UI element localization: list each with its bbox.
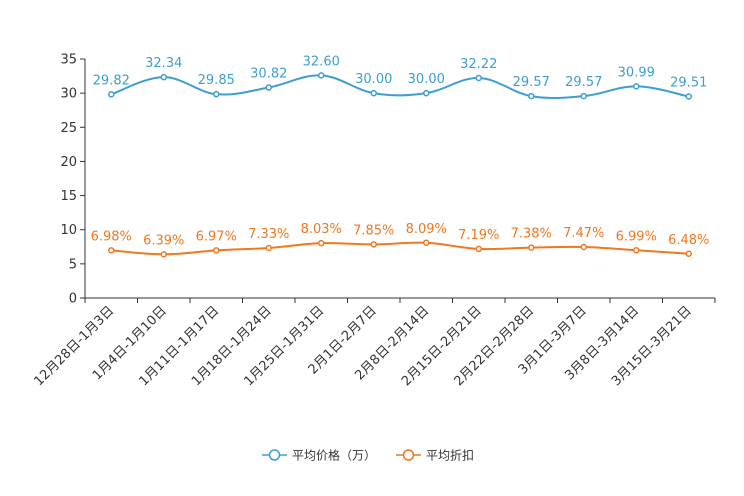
series-avg-discount: 6.98% 6.39% 6.97% 7.33% 8.03% 7.85% 8.09% 7.19%… bbox=[91, 222, 709, 258]
data-label: 6.39% bbox=[143, 233, 184, 248]
series-line bbox=[111, 241, 689, 256]
data-label: 29.82 bbox=[93, 73, 130, 88]
axes: 0510152025303512月28日-1月3日1月4日-1月10日1月11日… bbox=[32, 53, 716, 389]
data-point[interactable] bbox=[108, 247, 115, 254]
data-point[interactable] bbox=[685, 93, 692, 100]
data-label: 8.09% bbox=[406, 222, 447, 237]
legend-label: 平均价格（万） bbox=[292, 448, 376, 463]
data-label: 7.47% bbox=[563, 226, 604, 241]
data-label: 29.85 bbox=[198, 73, 235, 88]
data-point[interactable] bbox=[685, 250, 692, 258]
data-label: 29.57 bbox=[513, 75, 550, 90]
data-point[interactable] bbox=[528, 92, 535, 100]
data-label: 30.99 bbox=[618, 65, 655, 80]
y-tick-label: 30 bbox=[60, 87, 77, 102]
data-label: 30.82 bbox=[250, 67, 287, 82]
data-point[interactable] bbox=[370, 89, 377, 97]
series-avg-price: 29.82 32.34 29.85 30.82 32.60 30.00 30.00 32.22… bbox=[93, 54, 707, 100]
data-point[interactable] bbox=[475, 245, 482, 253]
data-point[interactable] bbox=[213, 90, 220, 98]
data-label: 6.99% bbox=[616, 229, 657, 244]
data-label: 30.00 bbox=[355, 72, 392, 87]
data-point[interactable] bbox=[423, 239, 430, 247]
data-label: 7.19% bbox=[458, 228, 499, 243]
data-point[interactable] bbox=[265, 244, 272, 252]
data-label: 32.60 bbox=[303, 54, 340, 69]
data-label: 32.34 bbox=[145, 56, 182, 71]
y-tick-label: 20 bbox=[60, 155, 77, 170]
y-tick-label: 5 bbox=[69, 257, 77, 272]
legend[interactable]: 平均价格（万） 平均折扣 bbox=[262, 448, 474, 463]
data-point[interactable] bbox=[318, 72, 325, 79]
data-point[interactable] bbox=[475, 74, 482, 82]
y-tick-label: 15 bbox=[60, 189, 77, 204]
data-label: 7.38% bbox=[511, 227, 552, 242]
data-point[interactable] bbox=[633, 247, 640, 254]
data-label: 32.22 bbox=[460, 57, 497, 72]
data-label: 8.03% bbox=[301, 222, 342, 237]
y-tick-label: 35 bbox=[60, 53, 77, 68]
data-label: 30.00 bbox=[408, 72, 445, 87]
legend-marker-icon bbox=[402, 449, 415, 461]
data-point[interactable] bbox=[213, 247, 220, 254]
data-point[interactable] bbox=[160, 73, 167, 81]
data-point[interactable] bbox=[528, 244, 535, 251]
data-point[interactable] bbox=[108, 91, 115, 98]
y-tick-label: 25 bbox=[60, 121, 77, 136]
data-point[interactable] bbox=[423, 89, 430, 97]
data-label: 6.97% bbox=[196, 229, 237, 244]
data-point[interactable] bbox=[633, 83, 640, 90]
data-label: 7.33% bbox=[248, 227, 289, 242]
y-tick-label: 10 bbox=[60, 223, 77, 238]
data-label: 6.48% bbox=[668, 233, 709, 248]
data-point[interactable] bbox=[580, 92, 587, 100]
data-point[interactable] bbox=[265, 84, 272, 91]
legend-item-avg-discount[interactable]: 平均折扣 bbox=[396, 448, 474, 463]
data-point[interactable] bbox=[318, 239, 325, 247]
data-label: 7.85% bbox=[353, 223, 394, 238]
data-label: 29.57 bbox=[565, 75, 602, 90]
series-line bbox=[110, 74, 689, 99]
data-point[interactable] bbox=[160, 251, 167, 258]
legend-marker-icon bbox=[268, 449, 281, 461]
legend-item-avg-price[interactable]: 平均价格（万） bbox=[262, 448, 376, 463]
legend-label: 平均折扣 bbox=[426, 448, 474, 463]
data-point[interactable] bbox=[370, 241, 377, 248]
data-label: 29.51 bbox=[670, 75, 707, 90]
data-label: 6.98% bbox=[91, 229, 132, 244]
y-tick-label: 0 bbox=[69, 292, 77, 307]
data-point[interactable] bbox=[580, 243, 587, 251]
series-layer: 29.82 32.34 29.85 30.82 32.60 30.00 30.00 32.22… bbox=[91, 54, 709, 258]
